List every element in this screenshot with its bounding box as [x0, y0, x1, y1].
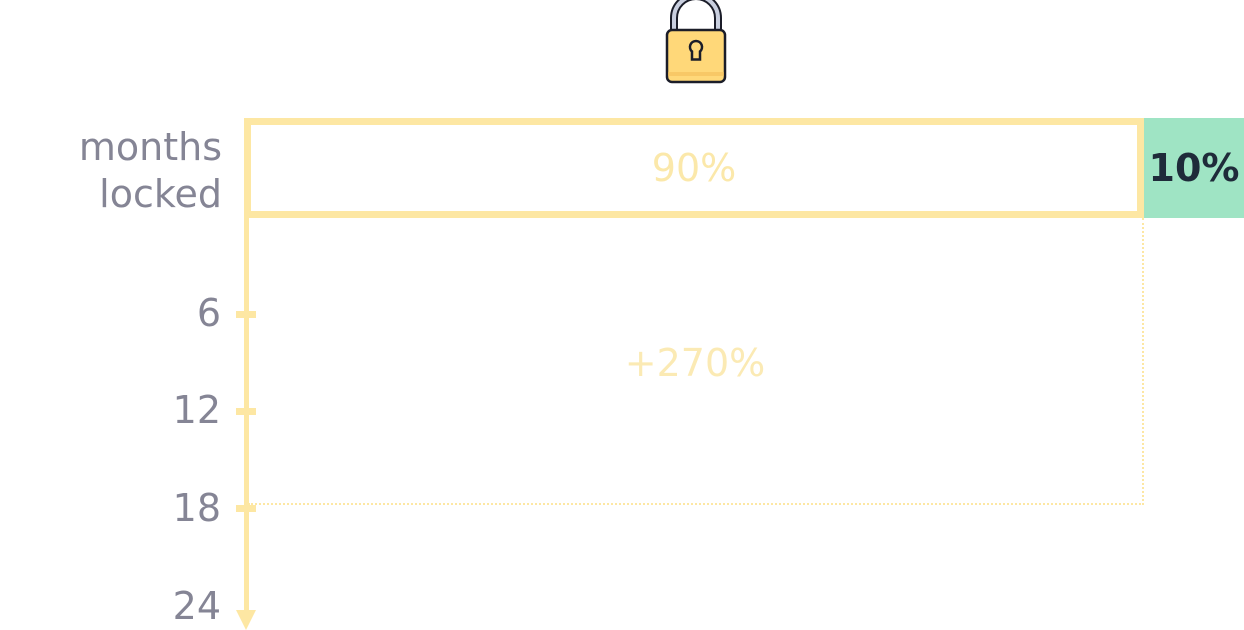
- axis-tick-label-24: 24: [172, 584, 221, 628]
- locked-portion-box: [244, 118, 1144, 218]
- axis-title: months locked: [78, 125, 222, 216]
- bonus-label: +270%: [624, 341, 766, 385]
- lock-icon: [664, 0, 728, 86]
- axis-tick-label-18: 18: [172, 486, 221, 530]
- axis-tick-18: [236, 505, 256, 512]
- axis-arrow-icon: [236, 610, 256, 630]
- unlocked-portion-box: [1144, 118, 1244, 218]
- axis-tick-label-6: 6: [196, 291, 221, 335]
- unlocked-portion-label: 10%: [1148, 146, 1240, 190]
- axis-tick-label-12: 12: [172, 388, 221, 432]
- locked-portion-label: 90%: [651, 146, 737, 190]
- axis-tick-12: [236, 408, 256, 415]
- axis-tick-6: [236, 311, 256, 318]
- bonus-region: [248, 218, 1144, 505]
